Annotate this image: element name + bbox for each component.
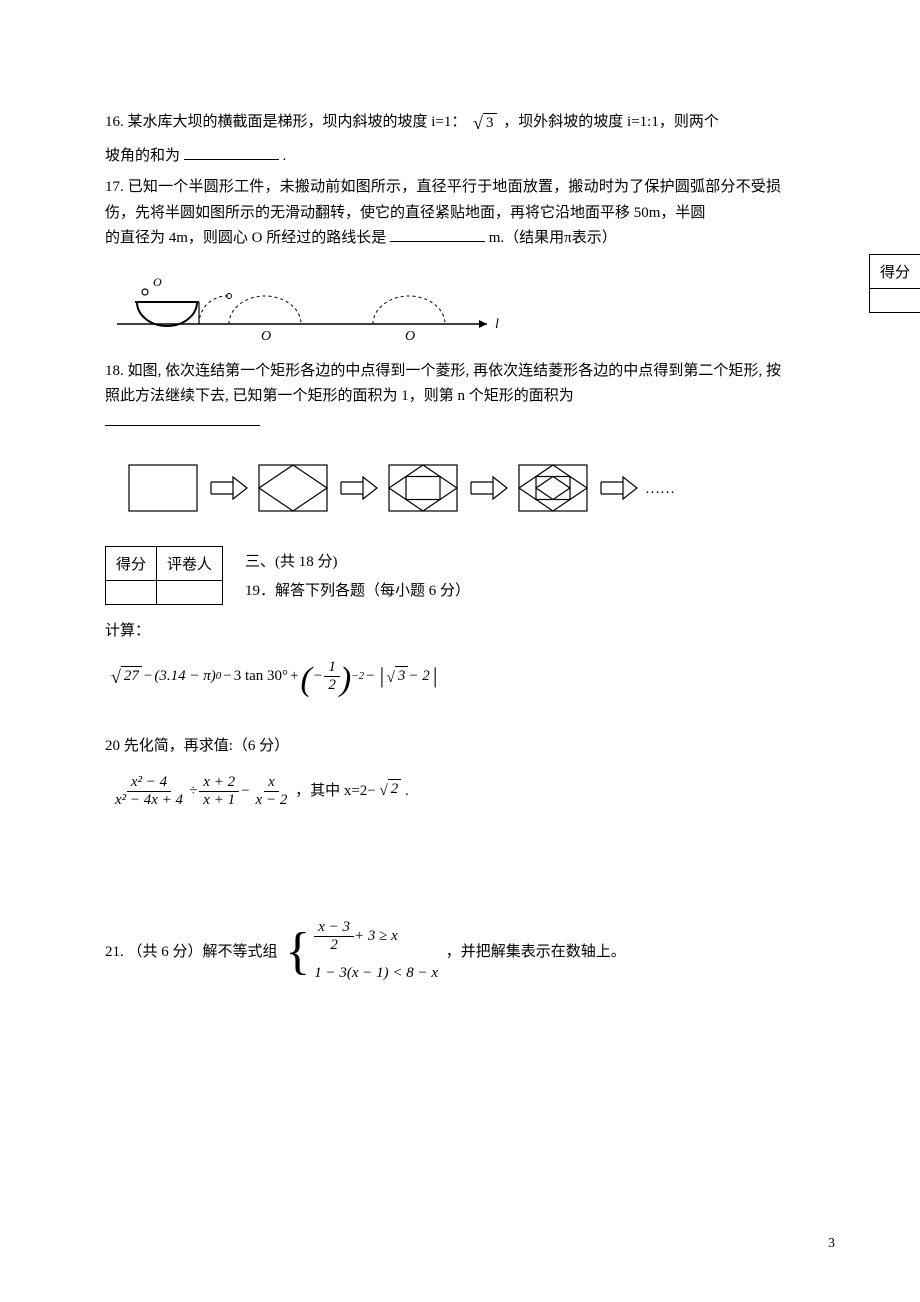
svg-text:……: …… bbox=[645, 481, 675, 497]
score-cell[interactable] bbox=[869, 289, 920, 313]
q16-text-c: 坡角的和为 bbox=[105, 148, 180, 164]
grader-cell[interactable] bbox=[157, 581, 223, 605]
q18-p1: 18. 如图, 依次连结第一个矩形各边的中点得到一个菱形, 再依次连结菱形各边的… bbox=[105, 363, 781, 405]
q16-text-a: 16. 某水库大坝的横截面是梯形，坝内斜坡的坡度 i=1： bbox=[105, 114, 466, 130]
system-brace: { x − 3 2 + 3 ≥ x 1 − 3(x − 1) < 8 − x bbox=[285, 919, 438, 986]
score-cell[interactable] bbox=[106, 581, 157, 605]
question-16: 16. 某水库大坝的横截面是梯形，坝内斜坡的坡度 i=1： √3 ，坝外斜坡的坡… bbox=[105, 110, 781, 136]
figure-18: …… bbox=[125, 453, 781, 528]
equation-19: √27 − (3.14 − π)0 − 3 tan 30° + ( − 1 2 … bbox=[111, 659, 781, 695]
score-label: 得分 bbox=[106, 547, 157, 581]
score-table-right: 得分 bbox=[869, 254, 920, 313]
figure-17: l O O O bbox=[117, 262, 781, 349]
svg-text:O: O bbox=[405, 329, 415, 344]
question-16-line2: 坡角的和为 . bbox=[105, 144, 781, 170]
q17-p1: 17. 已知一个半圆形工件，未搬动前如图所示，直径平行于地面放置，搬动时为了保护… bbox=[105, 179, 781, 221]
score-label: 得分 bbox=[869, 255, 920, 289]
q16-text-b: ，坝外斜坡的坡度 i=1:1，则两个 bbox=[503, 114, 719, 130]
q20-tail-b: . bbox=[405, 783, 409, 799]
q16-period: . bbox=[283, 148, 287, 164]
q17-p2b: m.（结果用π表示） bbox=[489, 230, 617, 246]
question-18-blank-line bbox=[105, 410, 781, 436]
blank-field[interactable] bbox=[105, 425, 260, 426]
q21-suffix: ，并把解集表示在数轴上。 bbox=[446, 944, 626, 960]
question-17: 17. 已知一个半圆形工件，未搬动前如图所示，直径平行于地面放置，搬动时为了保护… bbox=[105, 175, 781, 226]
grader-label: 评卷人 bbox=[157, 547, 223, 581]
sqrt-icon: √2 bbox=[380, 779, 402, 799]
q21-prefix: 21. （共 6 分）解不等式组 bbox=[105, 944, 278, 960]
section-3: 得分 评卷人 三、(共 18 分) 19．解答下列各题（每小题 6 分） bbox=[105, 546, 781, 613]
eq19-b: (3.14 − π) bbox=[154, 668, 215, 685]
svg-text:O: O bbox=[153, 275, 162, 289]
blank-field[interactable] bbox=[184, 159, 279, 160]
q20-tail-a: ，其中 x=2− bbox=[295, 783, 376, 799]
page-number: 3 bbox=[828, 1236, 835, 1252]
question-21: 21. （共 6 分）解不等式组 { x − 3 2 + 3 ≥ x 1 − 3… bbox=[105, 919, 781, 986]
calc-label: 计算： bbox=[105, 619, 781, 645]
q17-p2a: 的直径为 4m，则圆心 O 所经过的路线长是 bbox=[105, 230, 386, 246]
question-20-title: 20 先化简，再求值:（6 分） bbox=[105, 734, 781, 760]
equation-20: x² − 4 x² − 4x + 4 ÷ x + 2 x + 1 − x x −… bbox=[111, 774, 781, 810]
score-table-left: 得分 评卷人 bbox=[105, 546, 223, 605]
eq19-c: 3 tan 30° bbox=[234, 668, 288, 685]
svg-text:l: l bbox=[495, 317, 499, 332]
sqrt-icon: √3 bbox=[473, 113, 496, 133]
blank-field[interactable] bbox=[390, 241, 485, 242]
svg-text:O: O bbox=[261, 329, 271, 344]
question-18: 18. 如图, 依次连结第一个矩形各边的中点得到一个菱形, 再依次连结菱形各边的… bbox=[105, 359, 781, 410]
question-17-line2: 的直径为 4m，则圆心 O 所经过的路线长是 m.（结果用π表示） bbox=[105, 226, 781, 252]
